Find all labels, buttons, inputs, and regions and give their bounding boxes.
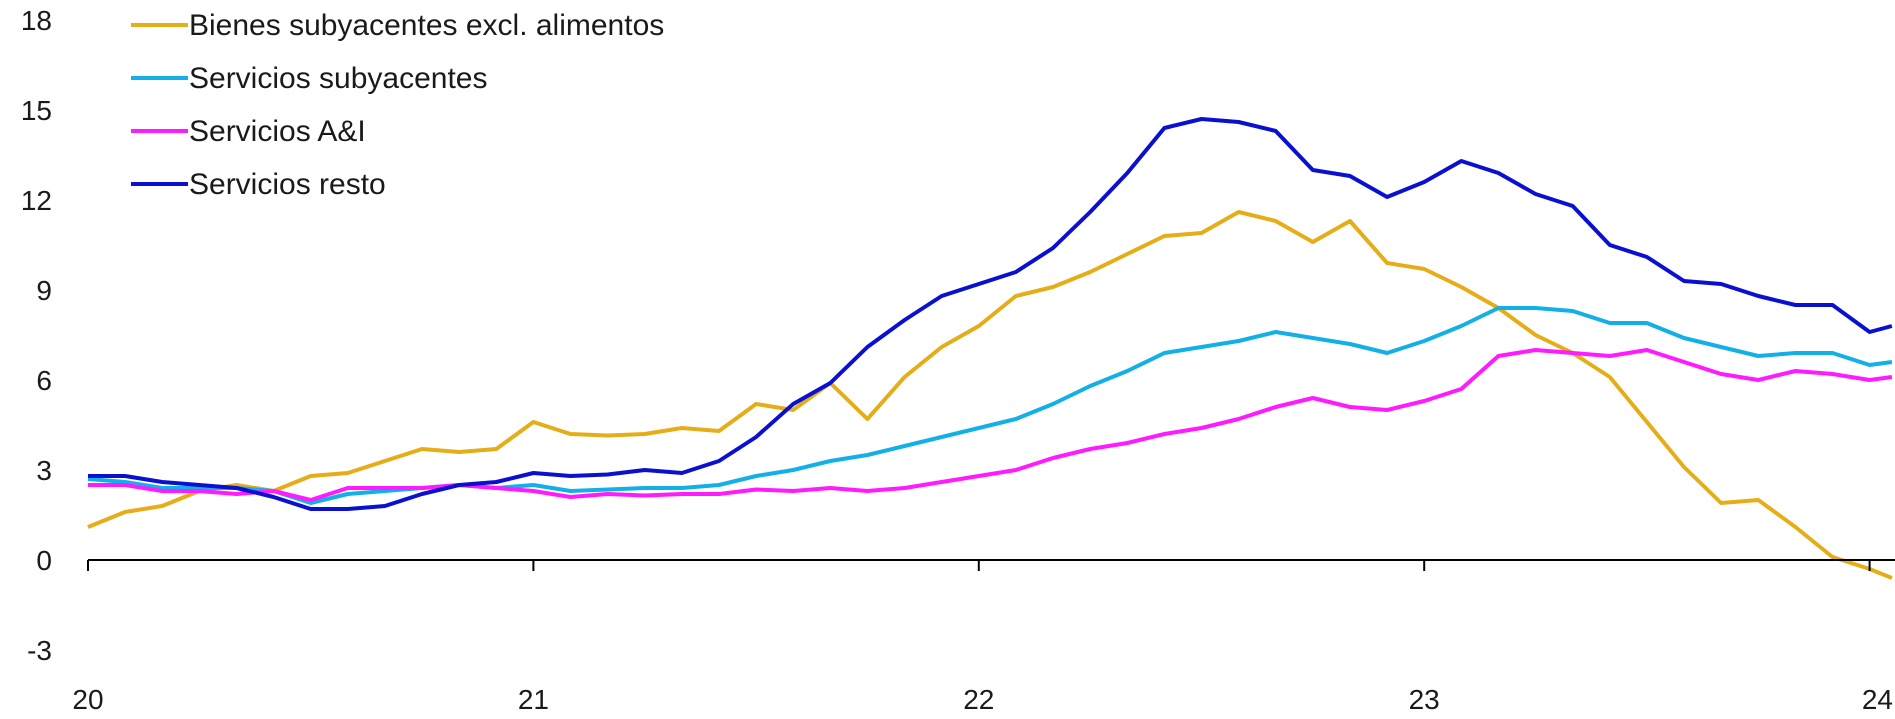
- series-line-3: [88, 117, 1893, 511]
- x-axis: 20 21 22 23 24: [72, 559, 1895, 715]
- x-tick-label: 20: [72, 684, 103, 714]
- series-line-2: [88, 348, 1893, 502]
- legend-label-0: Bienes subyacentes excl. alimentos: [189, 9, 664, 42]
- x-tick-label: 21: [518, 684, 549, 714]
- series-line-1: [87, 306, 1893, 505]
- legend-label-2: Servicios A&I: [189, 115, 366, 148]
- y-tick-label: 6: [36, 365, 52, 396]
- x-tick-label: 22: [963, 684, 994, 714]
- y-tick-label: 3: [36, 455, 52, 486]
- y-tick-label: 18: [21, 5, 52, 36]
- series-lines: [87, 117, 1893, 580]
- x-tick-label: 24: [1862, 684, 1893, 714]
- y-tick-label: 12: [21, 185, 52, 216]
- y-axis-tick-labels: 18 15 12 9 6 3 0 -3: [21, 5, 52, 666]
- y-tick-label: 0: [36, 545, 52, 576]
- series-line-0: [87, 210, 1893, 580]
- x-tick-label: 23: [1409, 684, 1440, 714]
- y-tick-label: -3: [27, 635, 52, 666]
- legend-label-3: Servicios resto: [189, 168, 386, 201]
- legend: Bienes subyacentes excl. alimentos Servic…: [131, 9, 664, 201]
- y-tick-label: 9: [36, 275, 52, 306]
- legend-label-1: Servicios subyacentes: [189, 62, 487, 95]
- y-tick-label: 15: [21, 95, 52, 126]
